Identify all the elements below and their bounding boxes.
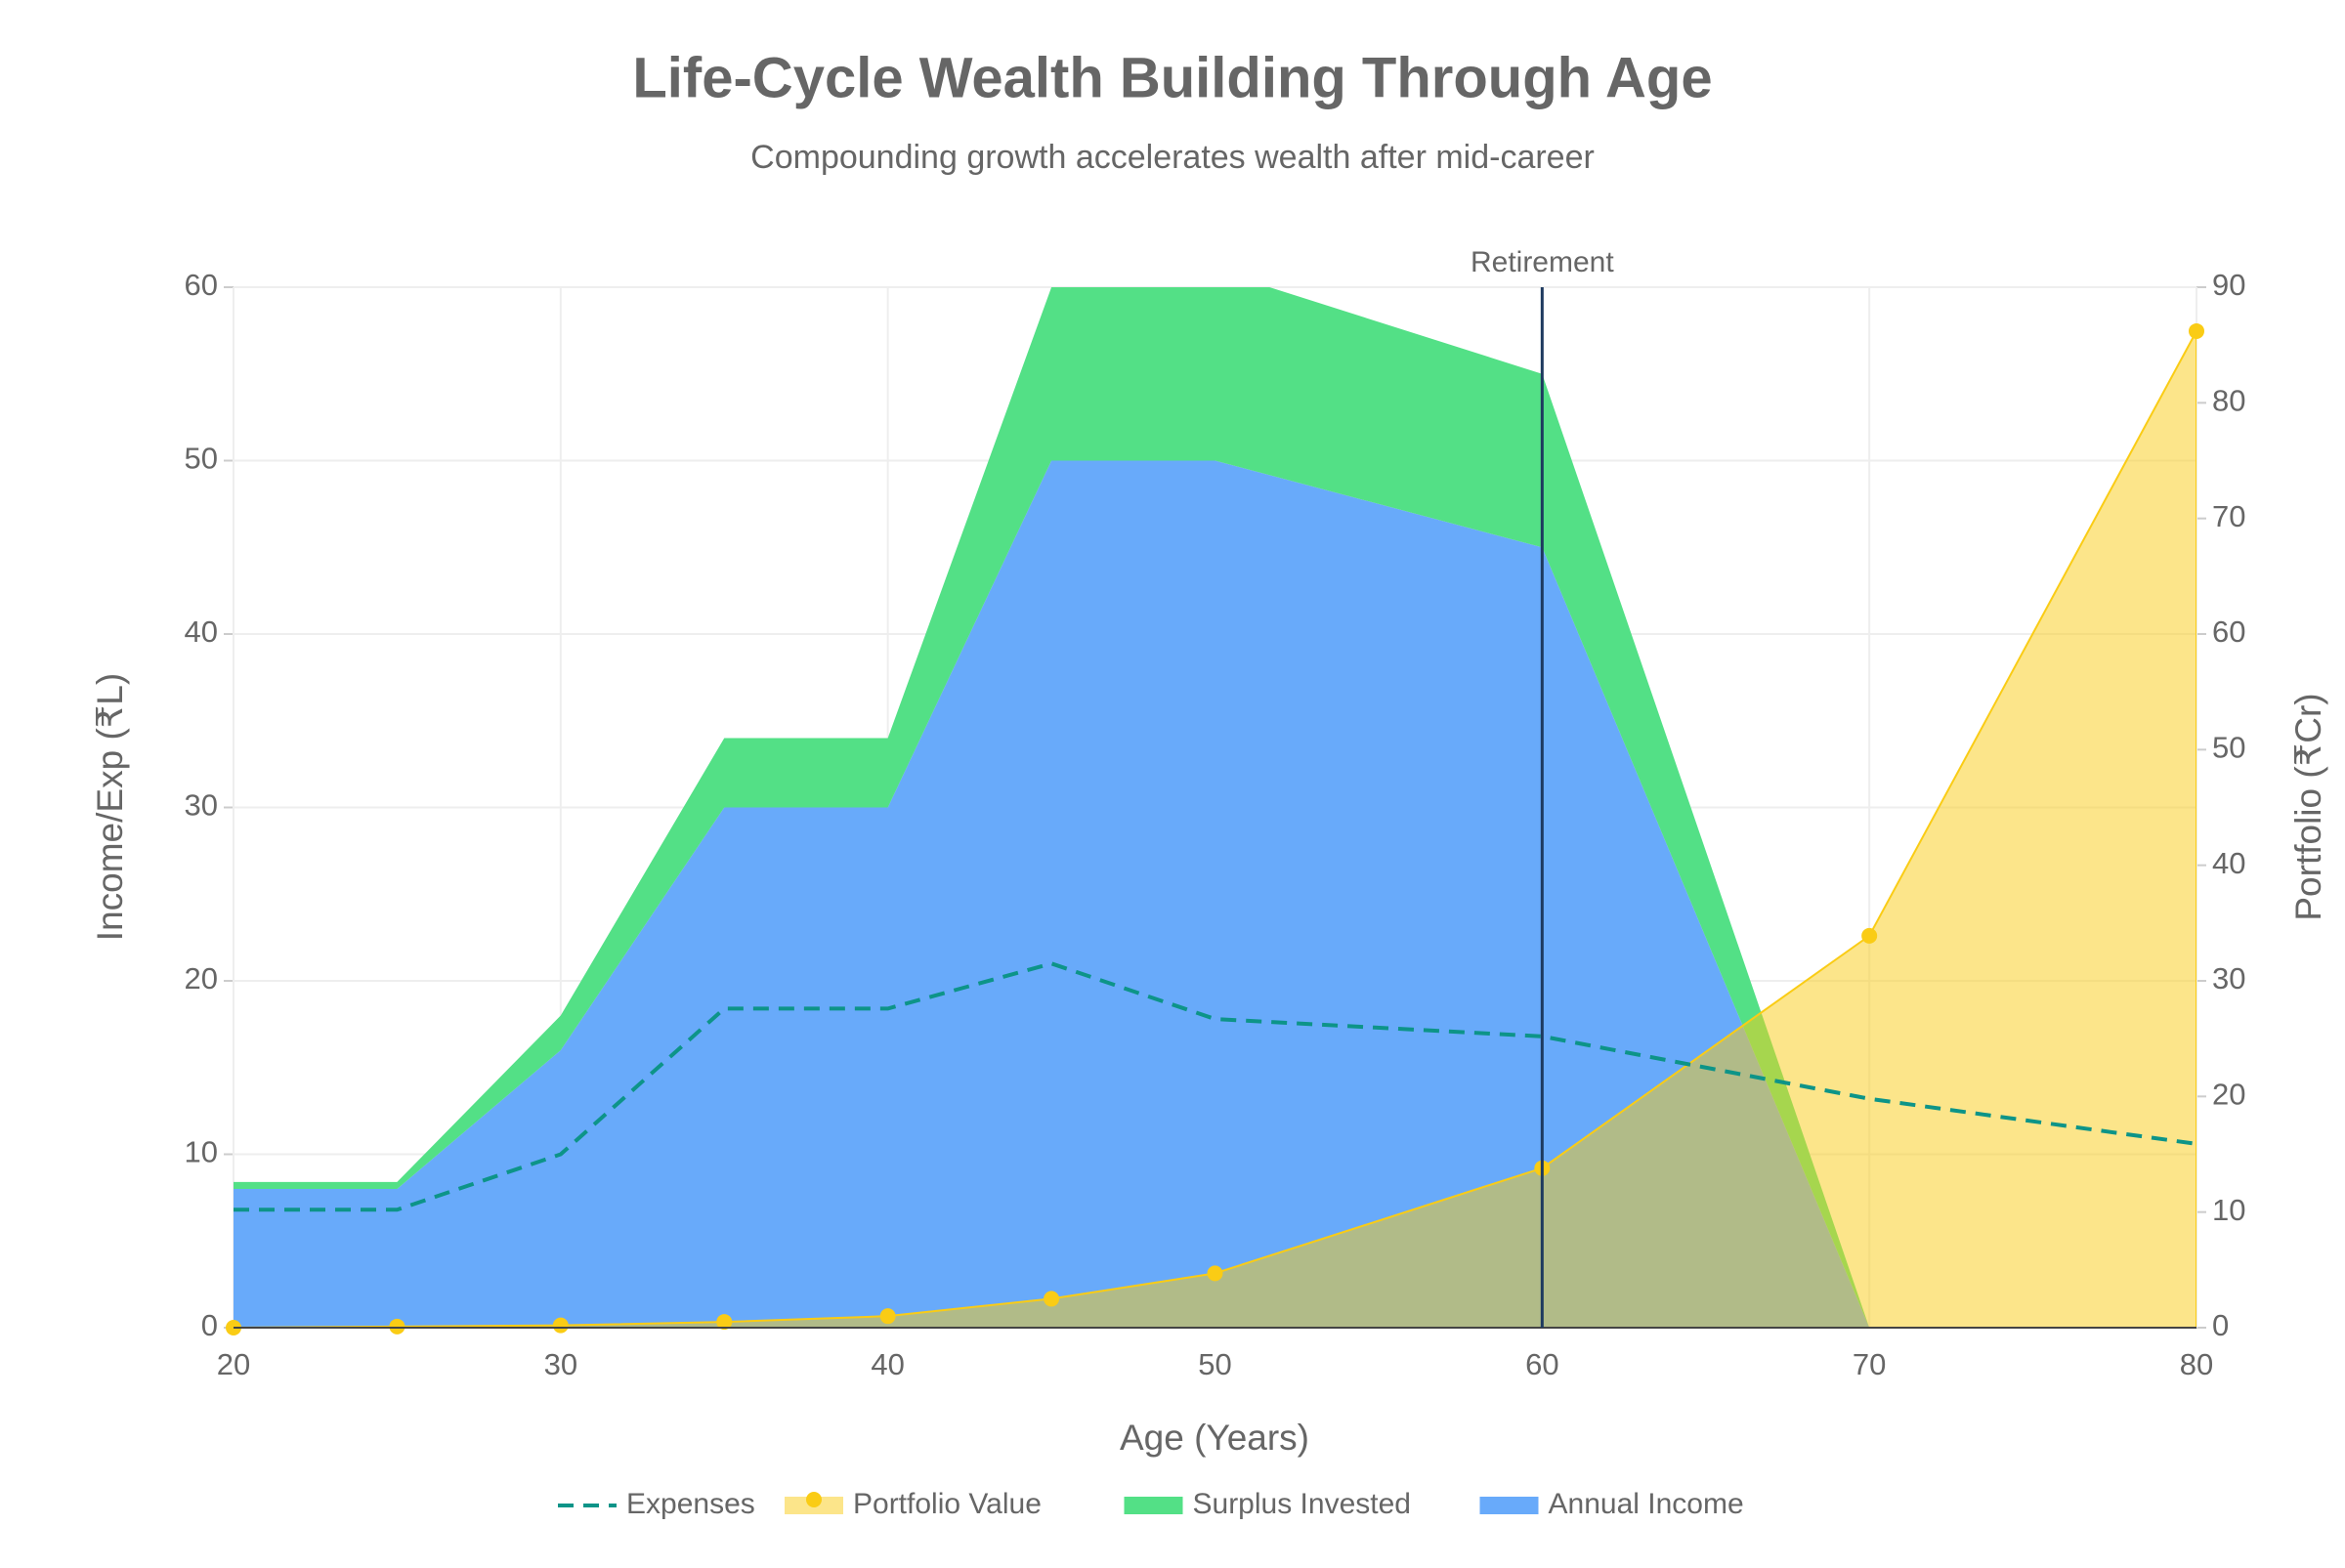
overlay: Retirement <box>226 246 2204 1335</box>
y2-tick-label: 10 <box>2212 1193 2245 1227</box>
legend: Expenses Portfolio Value Surplus Invested A… <box>558 1488 1744 1520</box>
marker <box>1861 927 1878 944</box>
y-tick-label: 30 <box>185 788 218 823</box>
legend-item[interactable]: Annual Income <box>1479 1488 1744 1520</box>
legend-item[interactable]: Portfolio Value <box>785 1488 1042 1520</box>
x-tick-label: 30 <box>544 1347 577 1381</box>
marker <box>716 1314 733 1331</box>
y2-tick-label: 0 <box>2212 1308 2229 1342</box>
legend-label: Surplus Invested <box>1193 1488 1411 1520</box>
area <box>234 330 2196 1328</box>
y-tick-label: 0 <box>201 1308 218 1342</box>
annotation-label: Retirement <box>1471 246 1614 278</box>
y2-tick-label: 40 <box>2212 846 2245 880</box>
legend-item[interactable]: Surplus Invested <box>1124 1488 1411 1520</box>
legend-marker <box>806 1492 822 1507</box>
y2-tick-label: 50 <box>2212 731 2245 765</box>
y2-tick-label: 70 <box>2212 499 2245 533</box>
legend-label: Expenses <box>626 1488 755 1520</box>
x-tick-label: 50 <box>1198 1347 1231 1381</box>
legend-label: Annual Income <box>1549 1488 1744 1520</box>
marker <box>389 1318 405 1335</box>
y-tick-label: 20 <box>185 961 218 996</box>
x-tick-label: 80 <box>2180 1347 2213 1381</box>
y2-axis-title: Portfolio (₹Cr) <box>2288 693 2328 920</box>
y-tick-label: 60 <box>185 268 218 302</box>
legend-swatch <box>1124 1497 1183 1514</box>
y2-tick-label: 80 <box>2212 384 2245 418</box>
y2-tick-label: 60 <box>2212 614 2245 649</box>
y2-tick-label: 90 <box>2212 268 2245 302</box>
legend-item[interactable]: Expenses <box>558 1488 755 1520</box>
chart-title: Life-Cycle Wealth Building Through Age <box>632 46 1712 109</box>
x-tick-label: 70 <box>1853 1347 1886 1381</box>
marker <box>1207 1265 1223 1282</box>
marker <box>552 1317 569 1334</box>
line <box>234 961 2197 1212</box>
marker <box>2189 322 2204 339</box>
legend-swatch <box>1479 1497 1539 1514</box>
legend-label: Portfolio Value <box>853 1488 1042 1520</box>
grid: 0 10 20 30 40 50 60 0 10 20 30 40 50 60 70 80 90 20 30 40 50… <box>185 268 2246 1381</box>
y-tick-label: 50 <box>185 442 218 476</box>
x-tick-label: 40 <box>871 1347 904 1381</box>
y2-tick-label: 20 <box>2212 1078 2245 1112</box>
y2-tick-label: 30 <box>2212 961 2245 996</box>
chart-subtitle: Compounding growth accelerates wealth af… <box>750 139 1595 176</box>
x-tick-label: 60 <box>1525 1347 1558 1381</box>
marker <box>879 1308 896 1325</box>
plot-area <box>234 287 2196 1328</box>
x-axis-title: Age (Years) <box>1120 1418 1309 1458</box>
y-tick-label: 10 <box>185 1135 218 1169</box>
y-tick-label: 40 <box>185 614 218 649</box>
marker <box>1044 1291 1060 1307</box>
y-axis-title: Income/Exp (₹L) <box>90 673 130 941</box>
x-tick-label: 20 <box>217 1347 250 1381</box>
